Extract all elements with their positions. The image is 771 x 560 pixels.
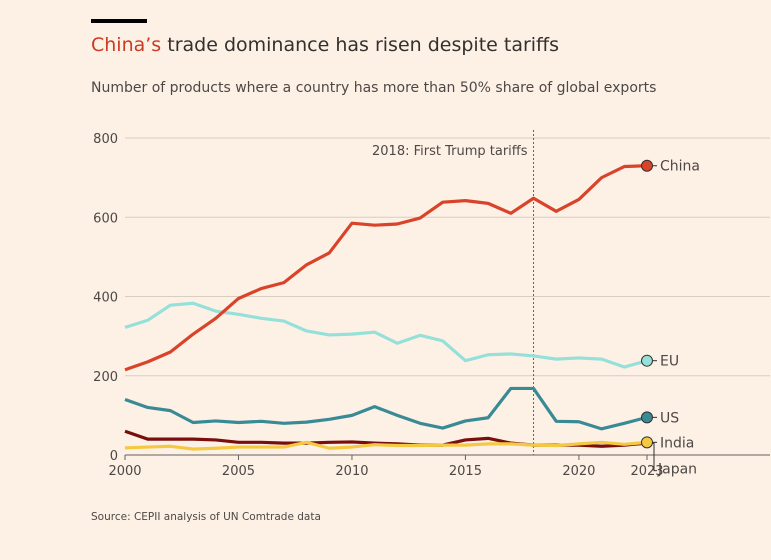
title-rest: trade dominance has risen despite tariff… [161,34,560,56]
chart-subtitle: Number of products where a country has m… [91,80,657,96]
x-tick-label: 2005 [222,464,255,479]
x-tick-label: 2015 [449,464,482,479]
x-tick-label: 2020 [562,464,595,479]
series-label-japan: Japan [657,462,697,478]
series-line-us [124,386,648,431]
series-line-eu [124,301,648,369]
end-marker-china [641,159,653,172]
series-label-india: India [660,435,694,451]
title-accent-bar [91,19,147,23]
x-tick-label: 2010 [335,464,368,479]
end-marker-eu [641,354,653,367]
source-note: Source: CEPII analysis of UN Comtrade da… [91,511,321,523]
annotation-label: 2018: First Trump tariffs [372,144,528,159]
y-tick-label: 200 [93,370,118,385]
y-tick-label: 0 [110,449,118,464]
chart-title: China’s trade dominance has risen despit… [91,34,559,56]
y-tick-label: 800 [93,132,118,147]
series-label-china: China [660,159,700,175]
series-label-us: US [660,410,679,426]
title-highlight: China’s [91,34,162,56]
end-marker-us [641,411,653,424]
x-tick-label: 2023 [630,464,663,479]
end-marker-india [641,436,653,449]
series-label-eu: EU [660,354,679,370]
series-line-china [124,164,648,372]
series-line-india [124,440,648,451]
x-tick-label: 2000 [108,464,141,479]
y-tick-label: 600 [93,211,118,226]
y-tick-label: 400 [93,291,118,306]
